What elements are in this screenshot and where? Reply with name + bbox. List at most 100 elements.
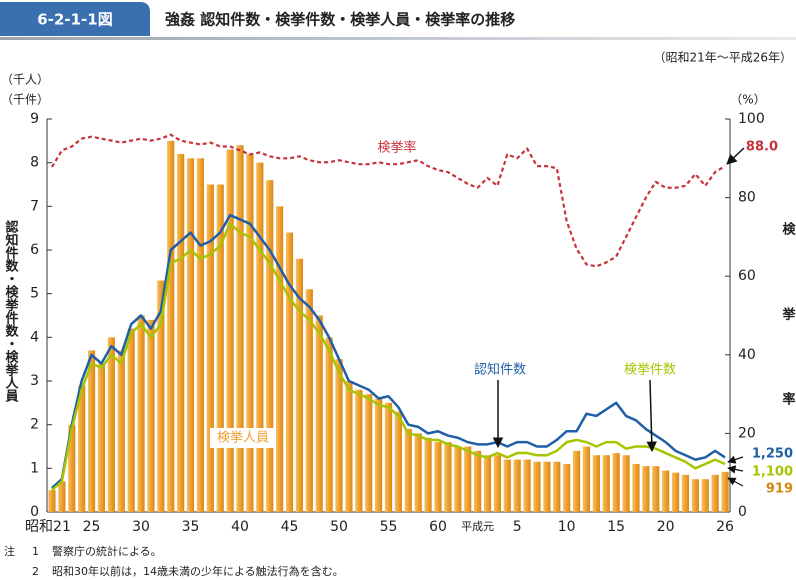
arrow — [727, 477, 744, 487]
bar — [305, 289, 313, 512]
notes-label: 注 — [4, 544, 15, 558]
bar — [513, 459, 521, 512]
y-tick-label: 7 — [30, 198, 39, 214]
value-label: 919 — [766, 482, 793, 497]
y-tick-label: 1 — [30, 460, 39, 476]
dashed-line — [51, 133, 726, 268]
label-box — [210, 428, 276, 448]
bar — [68, 424, 76, 512]
bar — [266, 180, 274, 512]
value-label: 1,250 — [752, 447, 793, 462]
bar — [434, 442, 442, 512]
x-tick-label: 25 — [83, 519, 101, 535]
y2-tick-label: 80 — [738, 190, 756, 206]
badge-text: 6-2-1-1図 — [37, 11, 112, 29]
x-tick-label: 26 — [716, 519, 734, 535]
bar — [553, 461, 561, 512]
subtitle: （昭和21年～平成26年） — [653, 51, 792, 65]
y2-tick-label: 0 — [738, 504, 747, 520]
x-tick-label: 45 — [281, 519, 299, 535]
bar — [375, 398, 383, 512]
bar — [157, 280, 165, 512]
bar — [681, 474, 690, 512]
y-tick-label: 6 — [30, 242, 39, 258]
header-rule — [0, 37, 796, 40]
bar — [424, 437, 432, 512]
bar — [711, 474, 719, 512]
bar — [652, 466, 660, 512]
note-num: 2 — [32, 565, 39, 578]
note-text: 警察庁の統計による。 — [52, 544, 162, 558]
y-axis-label: 認知件数・検挙件数・検挙人員 — [3, 219, 20, 403]
y-tick-label: 5 — [30, 286, 39, 302]
y-tick-label: 9 — [30, 111, 39, 127]
bar — [602, 455, 610, 512]
series-label: 認知件数 — [474, 362, 526, 378]
bar — [167, 140, 175, 513]
bar — [642, 466, 650, 512]
y-tick-label: 0 — [30, 504, 39, 520]
bar — [543, 461, 551, 512]
x-tick-label: 30 — [132, 519, 150, 535]
bar — [483, 455, 492, 512]
bar — [276, 206, 284, 513]
x-tick-label: 平成元 — [461, 520, 494, 533]
series-label: 検挙人員 — [217, 431, 269, 446]
bar — [325, 337, 333, 512]
arrow — [727, 465, 744, 474]
y2-tick-label: 60 — [738, 268, 756, 284]
bar — [58, 481, 66, 512]
bar — [384, 402, 393, 512]
y2-tick-label: 100 — [738, 111, 765, 127]
x-tick-label: 55 — [380, 519, 398, 535]
x-tick-label: 35 — [182, 519, 200, 535]
y-tick-label: 3 — [30, 373, 39, 389]
bar — [295, 258, 304, 512]
y-unit: （千件） — [1, 93, 49, 107]
y2-tick-label: 20 — [738, 425, 756, 441]
note-text: 昭和30年以前は，14歳未満の少年による触法行為を含む。 — [52, 564, 344, 578]
bar — [147, 319, 155, 512]
bar — [464, 446, 472, 512]
x-tick-label: 昭和21 — [25, 519, 71, 535]
bar — [236, 145, 244, 512]
bar — [107, 337, 115, 512]
bar — [206, 184, 214, 512]
bar — [186, 158, 195, 513]
bar — [503, 459, 511, 512]
bar — [365, 394, 373, 512]
bar — [671, 472, 680, 512]
bar — [78, 385, 86, 512]
bar — [563, 463, 571, 512]
y2-unit: （%） — [730, 93, 765, 107]
x-tick-label: 50 — [330, 519, 348, 535]
value-label: 1,100 — [752, 465, 793, 480]
bar — [48, 490, 56, 512]
bar — [592, 455, 600, 512]
bar — [117, 350, 125, 512]
x-tick-label: 10 — [558, 519, 576, 535]
x-tick-label: 20 — [657, 519, 675, 535]
series-label: 検挙率 — [377, 140, 416, 156]
bar — [226, 149, 234, 513]
series-label: 検挙件数 — [624, 363, 676, 378]
note-num: 1 — [32, 545, 39, 558]
bar — [721, 471, 729, 512]
bar — [493, 455, 501, 512]
bar — [97, 363, 106, 512]
bar — [256, 162, 264, 512]
x-tick-label: 15 — [607, 519, 625, 535]
bar — [612, 453, 620, 512]
bar — [246, 153, 254, 512]
bar — [216, 184, 224, 512]
x-tick-label: 60 — [429, 519, 447, 535]
bar — [394, 411, 402, 512]
bar — [137, 315, 145, 512]
bar — [335, 359, 343, 512]
bar — [285, 232, 294, 513]
y-unit: （千人） — [1, 73, 49, 87]
bar — [533, 461, 541, 512]
arrow — [727, 455, 744, 464]
